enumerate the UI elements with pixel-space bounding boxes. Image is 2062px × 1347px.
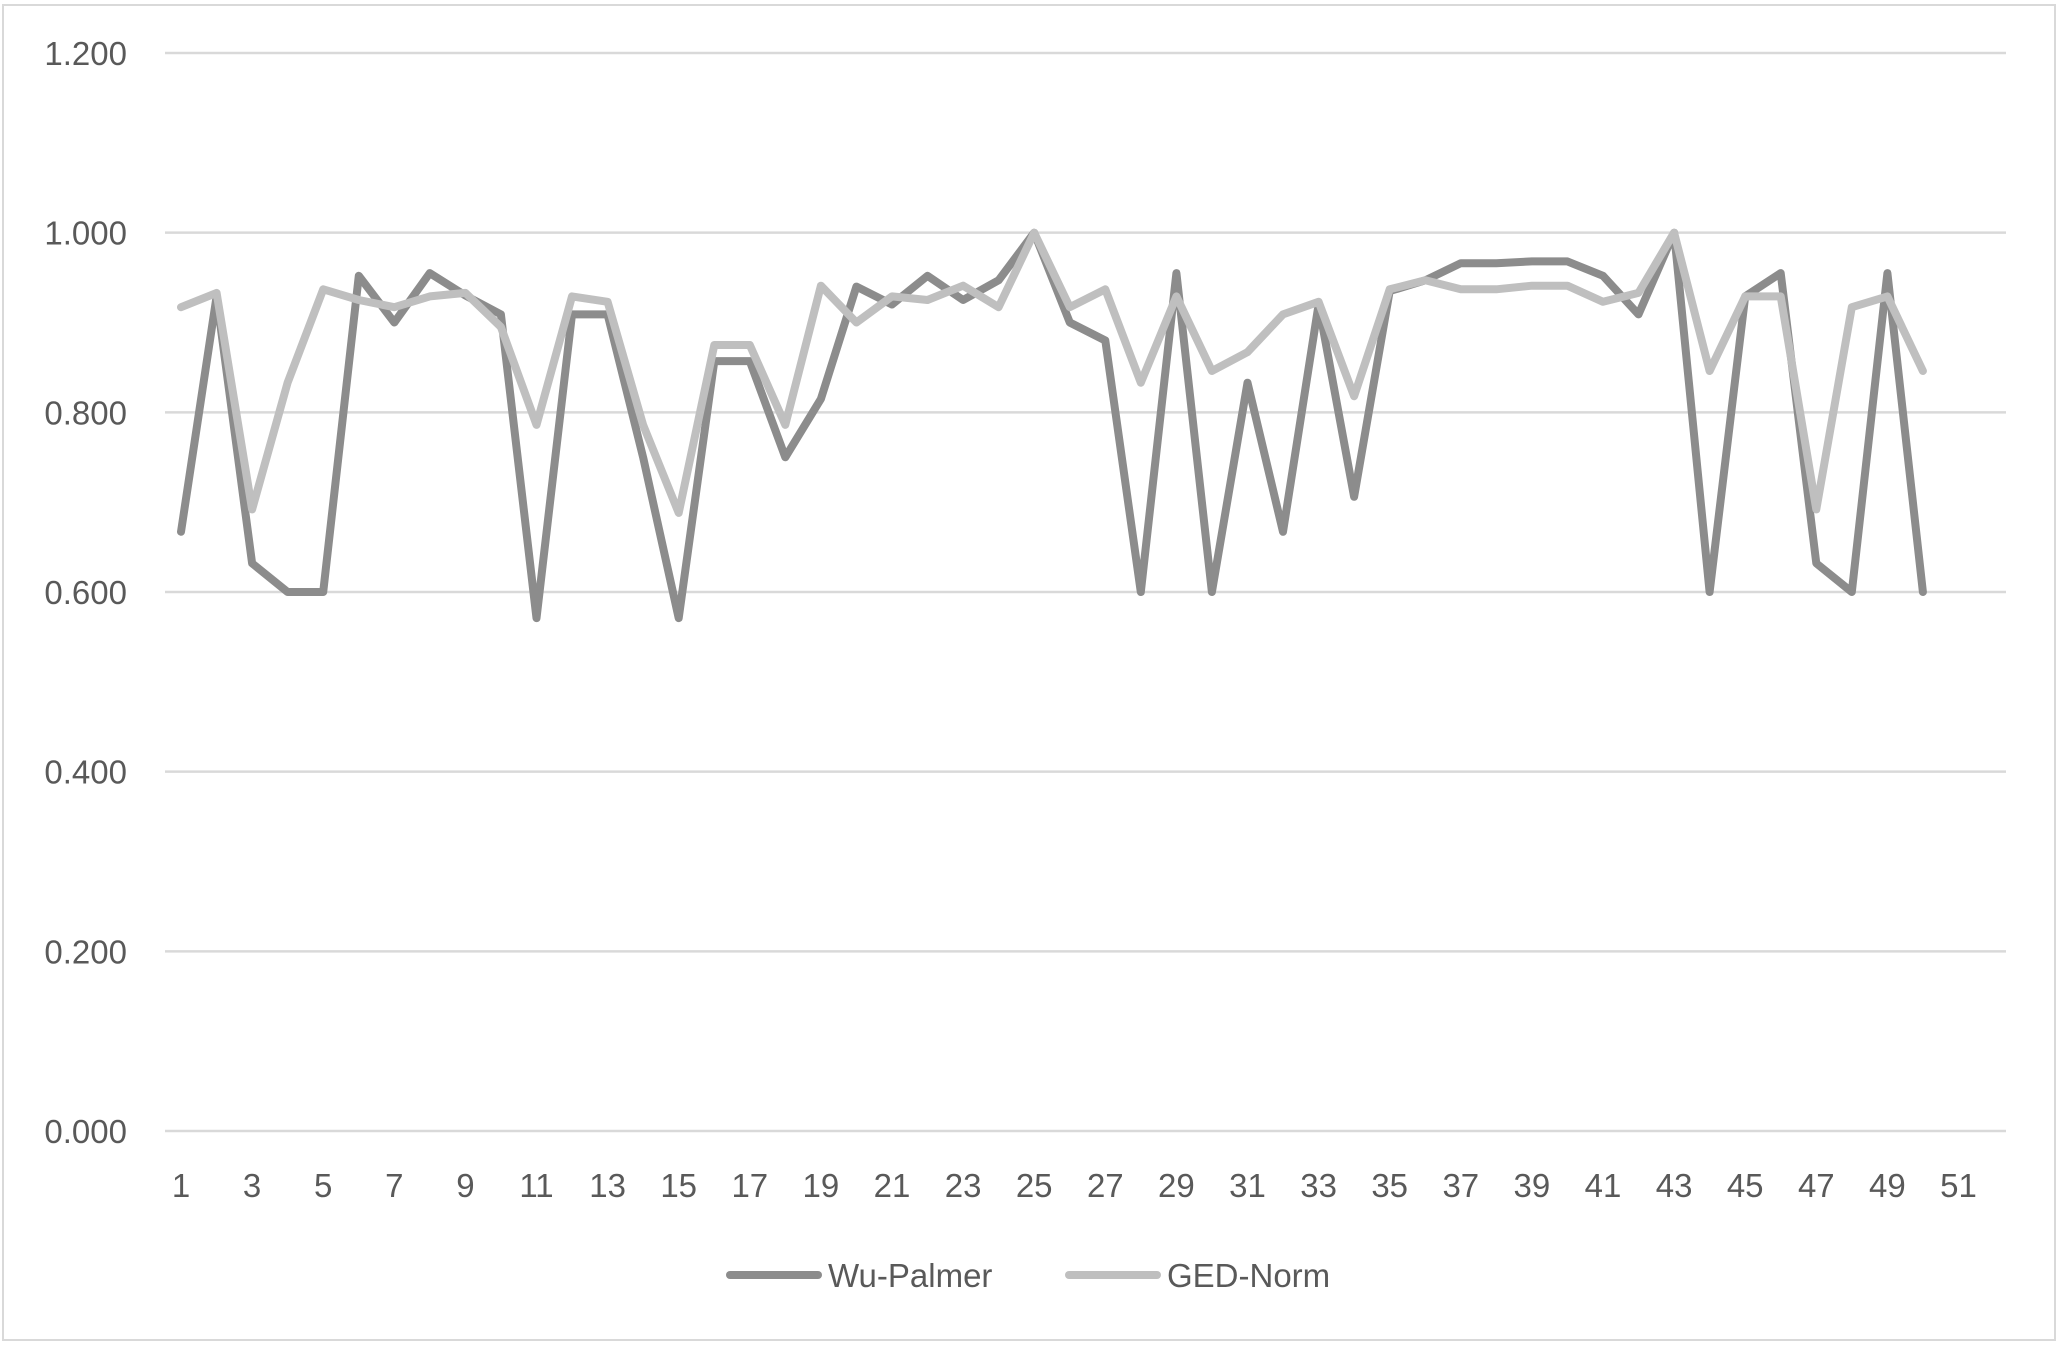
series-line-ged-norm	[177, 228, 1927, 517]
x-tick-label: 33	[1300, 1167, 1337, 1204]
x-tick-label: 29	[1158, 1167, 1195, 1204]
series-lines	[177, 228, 1927, 623]
x-tick-label: 3	[243, 1167, 261, 1204]
y-tick-label: 0.400	[44, 754, 127, 791]
x-tick-label: 37	[1442, 1167, 1479, 1204]
x-tick-label: 11	[519, 1167, 553, 1204]
gridlines	[165, 51, 2006, 1133]
y-tick-label: 0.800	[44, 394, 127, 431]
x-tick-label: 25	[1016, 1167, 1053, 1204]
y-axis-tick-labels: 0.000 0.200 0.400 0.600 0.800 1.000 1.200	[44, 35, 127, 1150]
chart-area	[2, 4, 2056, 1341]
x-tick-label: 41	[1585, 1167, 1622, 1204]
x-tick-label: 47	[1798, 1167, 1835, 1204]
x-tick-label: 9	[456, 1167, 474, 1204]
y-tick-label: 0.000	[44, 1113, 127, 1150]
x-tick-label: 19	[803, 1167, 840, 1204]
y-tick-label: 0.600	[44, 574, 127, 611]
legend-label-wu-palmer: Wu-Palmer	[828, 1257, 992, 1294]
x-tick-label: 27	[1087, 1167, 1124, 1204]
x-tick-label: 1	[172, 1167, 190, 1204]
y-tick-label: 0.200	[44, 933, 127, 970]
series-line-wu-palmer	[177, 228, 1927, 623]
x-tick-label: 43	[1656, 1167, 1693, 1204]
x-tick-label: 35	[1371, 1167, 1408, 1204]
x-axis-tick-labels: 1 3 5 7 9 11 13 15 17 19 21 23 25 27 29 31 33 35 37 39 41 43 4…	[172, 1167, 1977, 1204]
x-tick-label: 7	[385, 1167, 403, 1204]
x-tick-label: 23	[945, 1167, 982, 1204]
x-tick-label: 21	[874, 1167, 911, 1204]
x-tick-label: 49	[1869, 1167, 1906, 1204]
x-tick-label: 5	[314, 1167, 332, 1204]
x-tick-label: 13	[589, 1167, 626, 1204]
x-tick-label: 17	[731, 1167, 768, 1204]
x-tick-label: 45	[1727, 1167, 1764, 1204]
x-tick-label: 51	[1940, 1167, 1977, 1204]
legend-label-ged-norm: GED-Norm	[1167, 1257, 1330, 1294]
x-tick-label: 15	[660, 1167, 697, 1204]
y-tick-label: 1.000	[44, 215, 127, 252]
y-tick-label: 1.200	[44, 35, 127, 72]
x-tick-label: 31	[1229, 1167, 1266, 1204]
legend: Wu-Palmer GED-Norm	[726, 1257, 1330, 1294]
x-tick-label: 39	[1514, 1167, 1551, 1204]
